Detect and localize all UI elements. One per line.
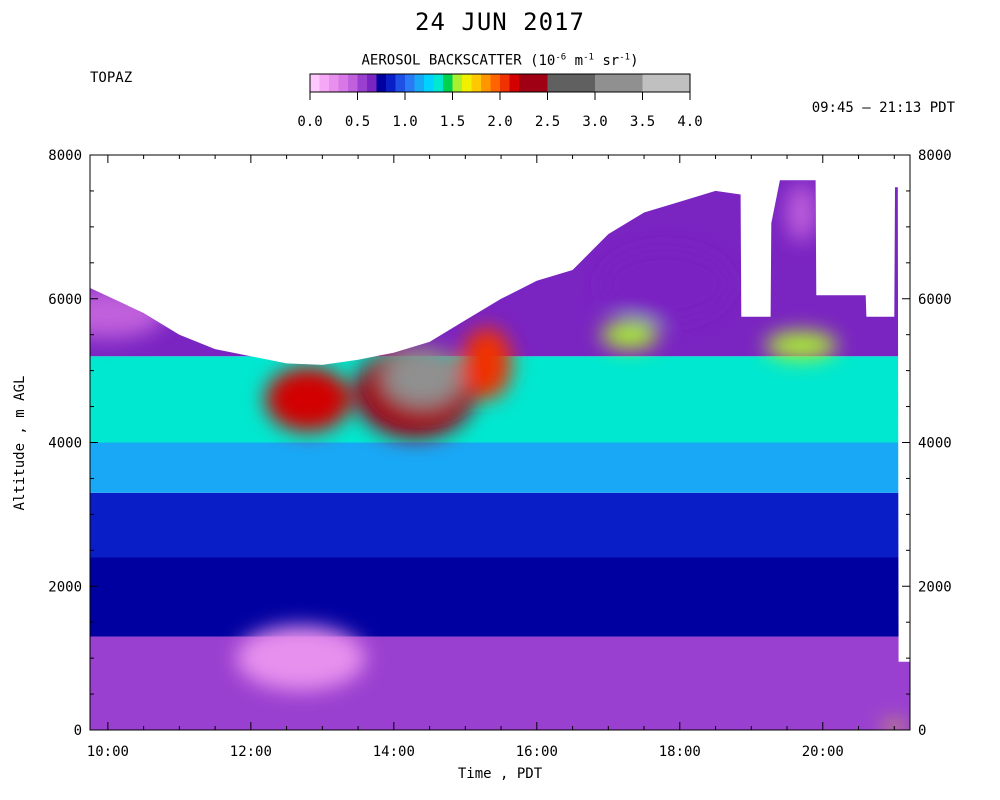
colorbar-swatch xyxy=(376,74,387,92)
colorbar-swatch xyxy=(519,74,548,92)
colorbar-swatch xyxy=(595,74,643,92)
colorbar: 0.0 0.5 1.0 1.5 2.0 2.5 3.0 3.5 4.0 xyxy=(297,73,703,130)
backscatter-layer xyxy=(90,636,910,730)
colorbar-swatch xyxy=(414,74,425,92)
instrument-label: TOPAZ xyxy=(90,70,133,86)
colorbar-tick-label: 0.0 xyxy=(297,114,322,130)
x-tick-label: 14:00 xyxy=(373,744,415,760)
backscatter-layer xyxy=(90,557,910,637)
colorbar-swatch xyxy=(367,74,377,92)
colorbar-swatch xyxy=(338,74,349,92)
backscatter-feature xyxy=(765,331,838,360)
y-tick-label-right: 6000 xyxy=(918,292,952,308)
x-tick-label: 12:00 xyxy=(230,744,272,760)
y-tick-label-right: 2000 xyxy=(918,579,952,595)
y-tick-label-left: 6000 xyxy=(48,292,82,308)
colorbar-swatch xyxy=(642,74,691,92)
colorbar-swatch xyxy=(348,74,358,92)
colorbar-swatch xyxy=(462,74,472,92)
colorbar-tick-label: 1.5 xyxy=(440,114,465,130)
colorbar-swatch xyxy=(481,74,491,92)
colorbar-units: (10-6 m-1 sr-1) xyxy=(530,52,639,69)
backscatter-feature xyxy=(601,248,730,321)
backscatter-layer xyxy=(90,442,910,493)
colorbar-tick-label: 0.5 xyxy=(345,114,370,130)
colorbar-swatch xyxy=(433,74,444,92)
colorbar-swatch xyxy=(310,74,320,92)
colorbar-swatch xyxy=(452,74,463,92)
colorbar-title-text: AEROSOL BACKSCATTER xyxy=(361,52,522,69)
y-tick-label-right: 0 xyxy=(918,723,926,739)
x-tick-label: 16:00 xyxy=(516,744,558,760)
y-tick-label-left: 4000 xyxy=(48,436,82,452)
backscatter-layer xyxy=(90,180,910,357)
colorbar-tick-label: 3.0 xyxy=(582,114,607,130)
backscatter-feature xyxy=(787,183,816,242)
colorbar-swatch xyxy=(509,74,520,92)
colorbar-tick-label: 2.0 xyxy=(487,114,512,130)
chart-title: 24 JUN 2017 xyxy=(415,8,585,36)
y-tick-label-right: 4000 xyxy=(918,436,952,452)
plot-area xyxy=(90,180,910,730)
colorbar-swatch xyxy=(443,74,453,92)
colorbar-swatch xyxy=(471,74,482,92)
x-axis-label: Time , PDT xyxy=(457,766,543,782)
y-tick-label-left: 0 xyxy=(74,723,82,739)
backscatter-layer xyxy=(90,492,910,558)
colorbar-swatch xyxy=(329,74,339,92)
colorbar-swatch xyxy=(386,74,396,92)
backscatter-feature xyxy=(461,327,512,400)
backscatter-feature xyxy=(383,349,462,407)
y-tick-label-right: 8000 xyxy=(918,148,952,164)
backscatter-feature xyxy=(236,625,366,691)
x-tick-label: 18:00 xyxy=(659,744,701,760)
y-tick-label-left: 8000 xyxy=(48,148,82,164)
colorbar-tick-label: 2.5 xyxy=(535,114,560,130)
x-tick-label: 20:00 xyxy=(802,744,844,760)
colorbar-swatch xyxy=(395,74,406,92)
colorbar-swatch xyxy=(547,74,596,92)
colorbar-swatch xyxy=(319,74,330,92)
colorbar-title: AEROSOL BACKSCATTER (10-6 m-1 sr-1) xyxy=(300,52,700,69)
colorbar-swatch xyxy=(405,74,415,92)
colorbar-tick-label: 4.0 xyxy=(677,114,702,130)
backscatter-feature xyxy=(601,320,659,350)
colorbar-swatch xyxy=(424,74,434,92)
time-range-label: 09:45 – 21:13 PDT xyxy=(811,100,955,116)
colorbar-swatch xyxy=(357,74,368,92)
x-tick-label: 10:00 xyxy=(87,744,129,760)
colorbar-swatch xyxy=(500,74,510,92)
y-tick-label-left: 2000 xyxy=(48,579,82,595)
colorbar-swatch xyxy=(490,74,501,92)
colorbar-tick-label: 3.5 xyxy=(630,114,655,130)
colorbar-tick-label: 1.0 xyxy=(392,114,417,130)
axes: 10:00 12:00 14:00 16:00 18:00 20:00 0 0 2000 2000… xyxy=(48,148,951,760)
backscatter-feature xyxy=(265,367,351,432)
